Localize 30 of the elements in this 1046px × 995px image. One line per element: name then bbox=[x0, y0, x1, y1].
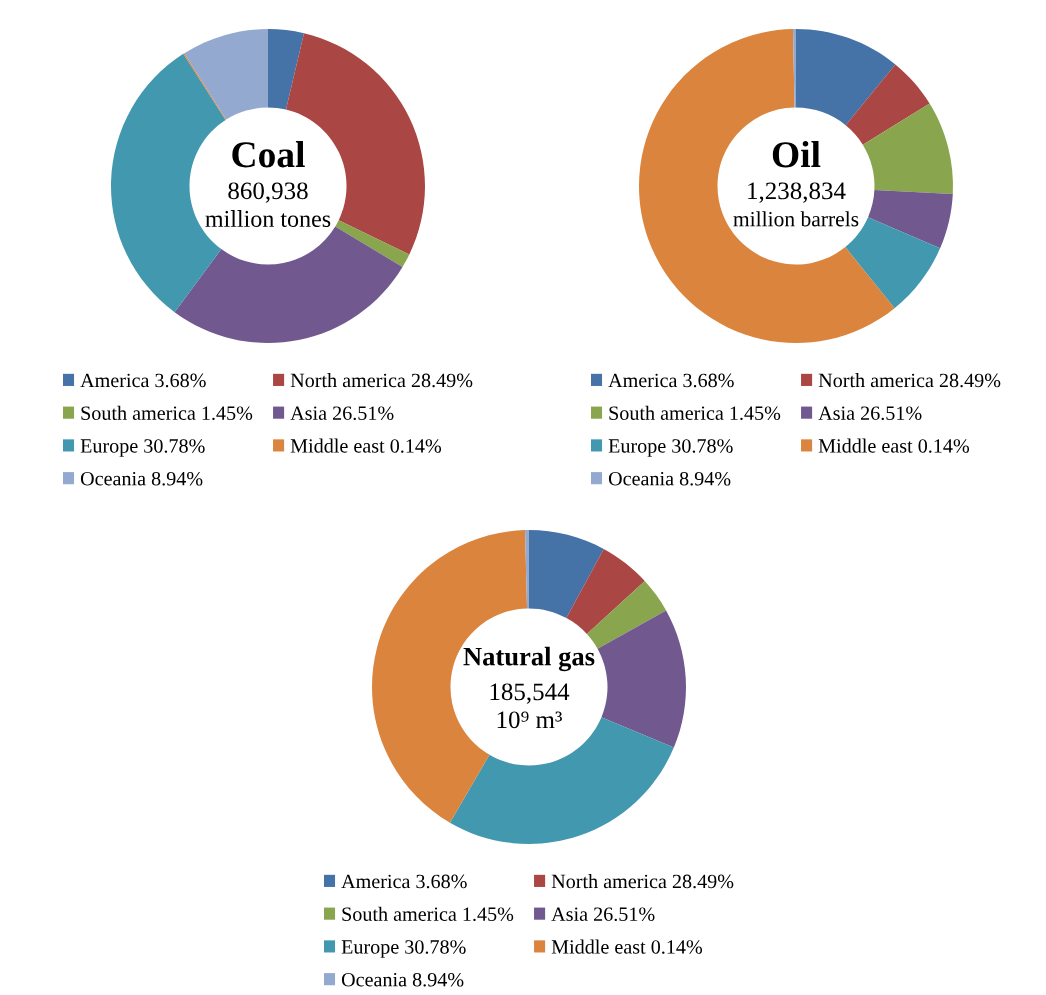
legend-label: Oceania 8.94% bbox=[80, 471, 203, 486]
legend-label: Europe 30.78% bbox=[608, 439, 733, 457]
legend-label: South america 1.45% bbox=[342, 906, 514, 922]
legend-label: Europe 30.78% bbox=[80, 439, 205, 457]
text: million barrels bbox=[733, 211, 859, 227]
text: 10⁹ m³ bbox=[497, 711, 562, 729]
legend-label: North america 28.49% bbox=[551, 874, 734, 889]
text: Coal bbox=[232, 141, 305, 168]
text: Oil bbox=[772, 141, 821, 168]
legend-label: North america 28.49% bbox=[818, 373, 1001, 388]
legend-label: Asia 26.51% bbox=[290, 406, 394, 421]
legend-label: Middle east 0.14% bbox=[818, 438, 970, 453]
legend-label: North america 28.49% bbox=[290, 373, 473, 388]
legend-label: Asia 26.51% bbox=[551, 907, 655, 922]
legend-label: Middle east 0.14% bbox=[290, 438, 442, 453]
legend-label: Europe 30.78% bbox=[341, 940, 466, 958]
text: million tones bbox=[205, 210, 331, 228]
legend-label: South america 1.45% bbox=[81, 405, 253, 421]
legend-label: Asia 26.51% bbox=[818, 406, 922, 421]
legend-label: South america 1.45% bbox=[609, 405, 781, 421]
legend-label: Oceania 8.94% bbox=[341, 972, 464, 987]
legend-label: Middle east 0.14% bbox=[551, 939, 703, 954]
legend-label: Oceania 8.94% bbox=[608, 471, 731, 486]
legend-label: America 3.68% bbox=[608, 373, 734, 388]
legend-label: America 3.68% bbox=[80, 373, 206, 388]
text: Natural gas bbox=[463, 646, 595, 672]
legend-label: America 3.68% bbox=[341, 874, 467, 889]
text: 860,938 bbox=[228, 182, 308, 203]
text: 1,238,834 bbox=[748, 182, 846, 203]
text: 185,544 bbox=[490, 683, 570, 704]
